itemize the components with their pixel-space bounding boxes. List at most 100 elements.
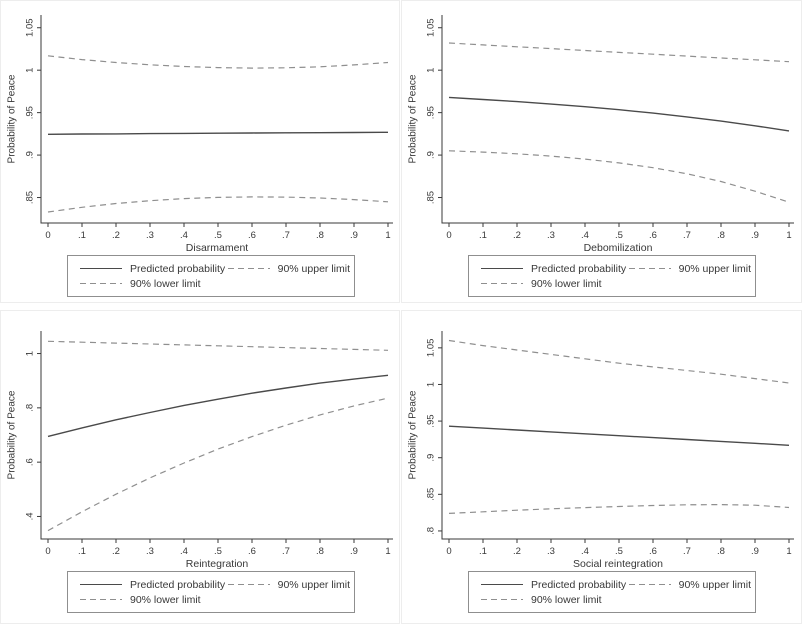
y-tick-label: .95 bbox=[426, 106, 437, 119]
legend-label-lower: 90% lower limit bbox=[531, 277, 602, 290]
legend-label-upper: 90% upper limit bbox=[678, 578, 751, 591]
legend-item-upper: 90% upper limit bbox=[628, 578, 751, 591]
chart-panel-social-reintegration: .8 .85 .9 .95 1 1.05 0 .1 .2 .3 .4 .5 .6 .7 .8 .9 1 Proba… bbox=[401, 310, 802, 624]
y-tick-label: 1.05 bbox=[426, 339, 437, 358]
x-tick-label: .5 bbox=[615, 546, 623, 557]
legend-label-predicted: Predicted probability bbox=[130, 262, 226, 275]
x-tick-label: .7 bbox=[282, 546, 290, 557]
x-tick-label: .8 bbox=[316, 546, 324, 557]
legend-row-1: Predicted probability 90% upper limit bbox=[481, 261, 751, 276]
dashed-line-swatch bbox=[481, 282, 523, 285]
y-tick-label: 1 bbox=[25, 351, 36, 356]
legend-row-1: Predicted probability 90% upper limit bbox=[80, 261, 350, 276]
dashed-line-swatch bbox=[227, 267, 270, 270]
x-tick-label: .7 bbox=[683, 546, 691, 557]
axis-lines bbox=[441, 15, 794, 224]
x-tick-label: .1 bbox=[479, 230, 487, 241]
x-tick-label: .7 bbox=[282, 230, 290, 241]
x-tick-label: .9 bbox=[350, 230, 358, 241]
legend-row-1: Predicted probability 90% upper limit bbox=[481, 577, 751, 592]
x-tick-label: 0 bbox=[45, 546, 50, 557]
predicted-line bbox=[448, 96, 790, 132]
legend-box: Predicted probability 90% upper limit 90… bbox=[468, 571, 756, 613]
x-tick-label: .2 bbox=[112, 546, 120, 557]
predicted-line bbox=[47, 131, 389, 135]
legend-item-lower: 90% lower limit bbox=[80, 278, 240, 290]
chart-panel-disarmament: .85 .9 .95 1 1.05 0 .1 .2 .3 .4 .5 .6 .7 .8 .9 1 Probabi… bbox=[0, 0, 400, 303]
predicted-line bbox=[47, 374, 389, 438]
y-tick-label: .4 bbox=[25, 512, 36, 520]
y-axis-title: Probability of Peace bbox=[7, 74, 18, 163]
x-tick-label: .5 bbox=[615, 230, 623, 241]
upper-limit-line bbox=[448, 339, 790, 384]
x-tick-label: .3 bbox=[547, 546, 555, 557]
solid-line-swatch bbox=[80, 268, 122, 269]
lower-limit-line bbox=[47, 196, 389, 213]
y-tick-label: .85 bbox=[426, 191, 437, 204]
legend-row-2: 90% lower limit bbox=[481, 276, 751, 291]
x-tick-label: 1 bbox=[786, 546, 791, 557]
x-tick-label: .8 bbox=[316, 230, 324, 241]
x-tick-label: .6 bbox=[649, 230, 657, 241]
x-tick-label: 0 bbox=[446, 546, 451, 557]
x-tick-label: 0 bbox=[446, 230, 451, 241]
legend-row-2: 90% lower limit bbox=[80, 592, 350, 607]
legend-row-2: 90% lower limit bbox=[80, 276, 350, 291]
plot-area-reintegration: .4 .6 .8 1 0 .1 .2 .3 .4 .5 .6 .7 .8 .9 1 Probability o… bbox=[1, 317, 399, 569]
upper-limit-line bbox=[47, 55, 389, 69]
x-tick-label: .6 bbox=[649, 546, 657, 557]
x-tick-label: 1 bbox=[385, 230, 390, 241]
y-tick-label: 1 bbox=[25, 68, 36, 73]
x-tick-label: .1 bbox=[479, 546, 487, 557]
x-tick-label: .2 bbox=[513, 546, 521, 557]
y-tick-label: .95 bbox=[25, 106, 36, 119]
legend-label-upper: 90% upper limit bbox=[277, 578, 350, 591]
solid-line-swatch bbox=[481, 584, 523, 585]
y-tick-label: .8 bbox=[426, 527, 437, 535]
x-tick-label: .9 bbox=[751, 230, 759, 241]
y-tick-label: .9 bbox=[25, 151, 36, 159]
y-axis-title: Probability of Peace bbox=[408, 74, 419, 163]
y-tick-label: 1 bbox=[426, 382, 437, 387]
legend-box: Predicted probability 90% upper limit 90… bbox=[468, 255, 756, 297]
dashed-line-swatch bbox=[628, 583, 671, 586]
x-axis-title: Debomilization bbox=[584, 242, 653, 253]
chart-svg: .85 .9 .95 1 1.05 0 .1 .2 .3 .4 .5 .6 .7 .8 .9 1 Probabi… bbox=[7, 15, 393, 253]
x-tick-label: .5 bbox=[214, 546, 222, 557]
upper-limit-line bbox=[448, 42, 790, 63]
x-axis-title: Social reintegration bbox=[573, 558, 663, 569]
x-tick-label: .9 bbox=[751, 546, 759, 557]
x-axis-title: Reintegration bbox=[186, 558, 249, 569]
solid-line-swatch bbox=[481, 268, 523, 269]
predicted-line bbox=[448, 425, 790, 446]
y-tick-label: .85 bbox=[426, 488, 437, 501]
x-tick-label: .1 bbox=[78, 546, 86, 557]
plot-area-social-reintegration: .8 .85 .9 .95 1 1.05 0 .1 .2 .3 .4 .5 .6 .7 .8 .9 1 Proba… bbox=[402, 317, 801, 569]
dashed-line-swatch bbox=[481, 598, 523, 601]
legend-label-predicted: Predicted probability bbox=[130, 578, 226, 591]
legend-item-lower: 90% lower limit bbox=[481, 594, 641, 606]
y-tick-label: .8 bbox=[25, 404, 36, 412]
y-tick-label: .85 bbox=[25, 191, 36, 204]
chart-svg: .4 .6 .8 1 0 .1 .2 .3 .4 .5 .6 .7 .8 .9 1 Probability o… bbox=[7, 331, 393, 569]
x-tick-label: .6 bbox=[248, 230, 256, 241]
y-axis-title: Probability of Peace bbox=[7, 390, 18, 479]
legend-label-predicted: Predicted probability bbox=[531, 578, 627, 591]
lower-limit-line bbox=[47, 397, 389, 532]
x-tick-label: 1 bbox=[385, 546, 390, 557]
legend-item-upper: 90% upper limit bbox=[227, 578, 350, 591]
y-tick-label: .9 bbox=[426, 454, 437, 462]
lower-limit-line bbox=[448, 504, 790, 514]
legend-label-predicted: Predicted probability bbox=[531, 262, 627, 275]
lower-limit-line bbox=[448, 150, 790, 203]
upper-limit-line bbox=[47, 340, 389, 351]
chart-panel-debomilization: .85 .9 .95 1 1.05 0 .1 .2 .3 .4 .5 .6 .7 .8 .9 1 Probabi… bbox=[401, 0, 802, 303]
axis-lines bbox=[40, 331, 393, 540]
x-tick-label: .5 bbox=[214, 230, 222, 241]
x-tick-label: .8 bbox=[717, 230, 725, 241]
dashed-line-swatch bbox=[628, 267, 671, 270]
x-tick-label: .3 bbox=[547, 230, 555, 241]
dashed-line-swatch bbox=[80, 598, 122, 601]
legend-box: Predicted probability 90% upper limit 90… bbox=[67, 255, 355, 297]
x-tick-label: .7 bbox=[683, 230, 691, 241]
